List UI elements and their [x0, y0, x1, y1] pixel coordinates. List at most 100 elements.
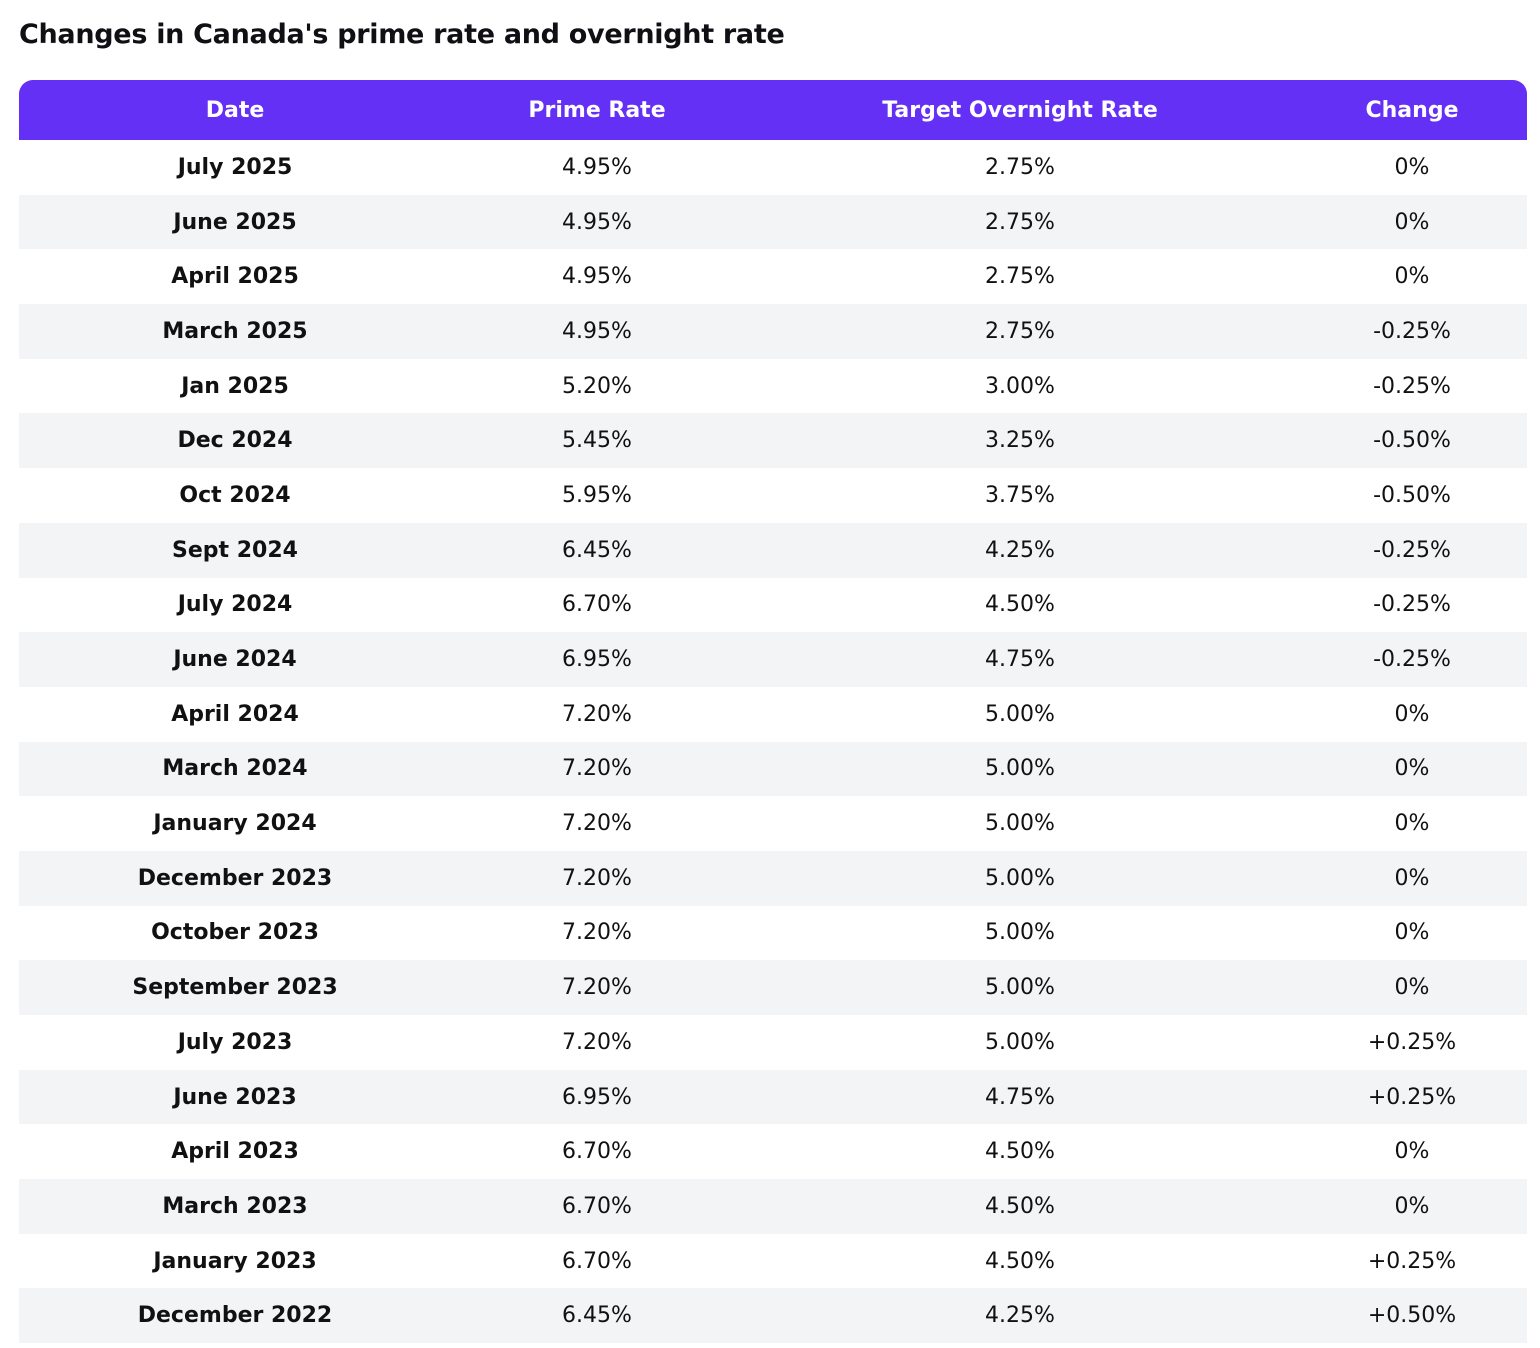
prime-rate-cell: 4.95% — [451, 249, 743, 305]
overnight-rate-cell: 5.00% — [743, 796, 1297, 851]
overnight-rate-cell: 3.75% — [743, 468, 1297, 523]
change-cell: 0% — [1297, 741, 1527, 797]
change-cell: -0.25% — [1297, 522, 1527, 578]
overnight-rate-cell: 4.50% — [743, 1124, 1297, 1180]
prime-rate-cell: 7.20% — [451, 850, 743, 906]
change-cell: 0% — [1297, 194, 1527, 250]
change-cell: -0.25% — [1297, 577, 1527, 633]
prime-rate-cell: 4.95% — [451, 140, 743, 195]
overnight-rate-cell: 5.00% — [743, 905, 1297, 961]
table-row: June 2023 6.95% 4.75% +0.25% — [19, 1069, 1527, 1125]
table-row: September 2023 7.20% 5.00% 0% — [19, 960, 1527, 1015]
prime-rate-cell: 7.20% — [451, 905, 743, 961]
change-cell: -0.25% — [1297, 358, 1527, 414]
overnight-rate-cell: 5.00% — [743, 1015, 1297, 1070]
prime-rate-cell: 6.70% — [451, 1179, 743, 1234]
overnight-rate-cell: 3.25% — [743, 413, 1297, 469]
overnight-rate-cell: 4.75% — [743, 1069, 1297, 1125]
table-body: July 2025 4.95% 2.75% 0% June 2025 4.95% 2.75%… — [19, 140, 1527, 1344]
overnight-rate-cell: 4.25% — [743, 522, 1297, 578]
date-cell: June 2023 — [19, 1069, 451, 1125]
change-cell: -0.50% — [1297, 468, 1527, 523]
header-prime-rate: Prime Rate — [451, 80, 743, 140]
table-row: January 2023 6.70% 4.50% +0.25% — [19, 1233, 1527, 1289]
header-row: Date Prime Rate Target Overnight Rate Ch… — [19, 80, 1527, 140]
date-cell: April 2025 — [19, 249, 451, 305]
change-cell: -0.50% — [1297, 413, 1527, 469]
table-row: July 2023 7.20% 5.00% +0.25% — [19, 1015, 1527, 1070]
overnight-rate-cell: 5.00% — [743, 850, 1297, 906]
prime-rate-cell: 4.95% — [451, 304, 743, 359]
overnight-rate-cell: 5.00% — [743, 960, 1297, 1015]
change-cell: +0.50% — [1297, 1288, 1527, 1344]
prime-rate-cell: 7.20% — [451, 1015, 743, 1070]
table-row: July 2025 4.95% 2.75% 0% — [19, 140, 1527, 195]
prime-rate-cell: 6.45% — [451, 1288, 743, 1344]
date-cell: January 2023 — [19, 1233, 451, 1289]
change-cell: +0.25% — [1297, 1233, 1527, 1289]
date-cell: January 2024 — [19, 796, 451, 851]
table-row: December 2022 6.45% 4.25% +0.50% — [19, 1288, 1527, 1344]
table-row: January 2024 7.20% 5.00% 0% — [19, 796, 1527, 851]
prime-rate-cell: 7.20% — [451, 796, 743, 851]
change-cell: -0.25% — [1297, 632, 1527, 687]
table-row: Jan 2025 5.20% 3.00% -0.25% — [19, 358, 1527, 414]
change-cell: 0% — [1297, 960, 1527, 1015]
overnight-rate-cell: 5.00% — [743, 741, 1297, 797]
table-row: October 2023 7.20% 5.00% 0% — [19, 905, 1527, 961]
overnight-rate-cell: 4.50% — [743, 1179, 1297, 1234]
overnight-rate-cell: 4.50% — [743, 577, 1297, 633]
prime-rate-cell: 6.70% — [451, 577, 743, 633]
overnight-rate-cell: 4.25% — [743, 1288, 1297, 1344]
change-cell: 0% — [1297, 140, 1527, 195]
date-cell: July 2024 — [19, 577, 451, 633]
change-cell: -0.25% — [1297, 304, 1527, 359]
table-row: April 2025 4.95% 2.75% 0% — [19, 249, 1527, 305]
prime-rate-cell: 4.95% — [451, 194, 743, 250]
date-cell: April 2024 — [19, 686, 451, 742]
prime-rate-cell: 5.45% — [451, 413, 743, 469]
table-row: Oct 2024 5.95% 3.75% -0.50% — [19, 468, 1527, 523]
date-cell: March 2024 — [19, 741, 451, 797]
prime-rate-cell: 5.20% — [451, 358, 743, 414]
date-cell: December 2023 — [19, 850, 451, 906]
change-cell: 0% — [1297, 686, 1527, 742]
date-cell: March 2023 — [19, 1179, 451, 1234]
overnight-rate-cell: 5.00% — [743, 686, 1297, 742]
date-cell: Jan 2025 — [19, 358, 451, 414]
change-cell: 0% — [1297, 1124, 1527, 1180]
table-row: March 2024 7.20% 5.00% 0% — [19, 741, 1527, 797]
overnight-rate-cell: 4.50% — [743, 1233, 1297, 1289]
change-cell: 0% — [1297, 850, 1527, 906]
prime-rate-cell: 6.70% — [451, 1124, 743, 1180]
prime-rate-cell: 6.95% — [451, 1069, 743, 1125]
date-cell: Dec 2024 — [19, 413, 451, 469]
change-cell: 0% — [1297, 1179, 1527, 1234]
date-cell: April 2023 — [19, 1124, 451, 1180]
date-cell: June 2024 — [19, 632, 451, 687]
overnight-rate-cell: 4.75% — [743, 632, 1297, 687]
change-cell: +0.25% — [1297, 1069, 1527, 1125]
overnight-rate-cell: 2.75% — [743, 249, 1297, 305]
header-change: Change — [1297, 80, 1527, 140]
table-title: Changes in Canada's prime rate and overn… — [19, 19, 785, 50]
table-row: March 2023 6.70% 4.50% 0% — [19, 1179, 1527, 1234]
change-cell: 0% — [1297, 905, 1527, 961]
table-row: Sept 2024 6.45% 4.25% -0.25% — [19, 522, 1527, 578]
date-cell: Sept 2024 — [19, 522, 451, 578]
prime-rate-cell: 6.95% — [451, 632, 743, 687]
table-row: December 2023 7.20% 5.00% 0% — [19, 850, 1527, 906]
prime-rate-cell: 7.20% — [451, 686, 743, 742]
date-cell: October 2023 — [19, 905, 451, 961]
table-row: July 2024 6.70% 4.50% -0.25% — [19, 577, 1527, 633]
table-row: June 2024 6.95% 4.75% -0.25% — [19, 632, 1527, 687]
overnight-rate-cell: 2.75% — [743, 194, 1297, 250]
date-cell: June 2025 — [19, 194, 451, 250]
date-cell: Oct 2024 — [19, 468, 451, 523]
header-date: Date — [19, 80, 451, 140]
table-header: Date Prime Rate Target Overnight Rate Ch… — [19, 80, 1527, 140]
change-cell: 0% — [1297, 249, 1527, 305]
prime-rate-cell: 7.20% — [451, 960, 743, 1015]
table-row: April 2023 6.70% 4.50% 0% — [19, 1124, 1527, 1180]
